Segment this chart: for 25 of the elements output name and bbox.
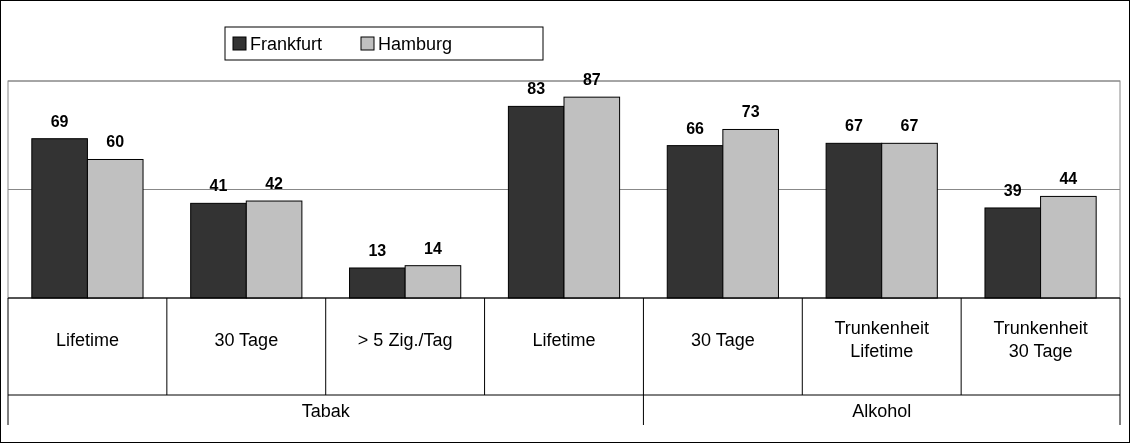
data-label: 42 <box>265 175 284 193</box>
x-tick-label: Lifetime <box>532 330 596 350</box>
data-label: 69 <box>50 112 69 130</box>
data-label: 14 <box>424 239 442 257</box>
legend-label: Frankfurt <box>250 34 323 54</box>
data-label: 83 <box>527 80 546 98</box>
data-label: 87 <box>582 71 601 89</box>
data-label: 67 <box>845 117 863 135</box>
data-label: 73 <box>741 103 760 121</box>
x-tick-label: Trunkenheit Lifetime <box>834 318 929 361</box>
x-tick-label: 30 Tage <box>690 330 755 350</box>
x-tick-label: Trunkenheit 30 Tage <box>993 318 1088 361</box>
data-label: 41 <box>209 177 228 195</box>
data-label: 60 <box>106 133 125 151</box>
x-tick-label: 30 Tage <box>214 330 279 350</box>
data-label: 44 <box>1059 170 1078 188</box>
x-tick-label: > 5 Zig./Tag <box>357 330 453 350</box>
legend-label: Hamburg <box>378 34 453 54</box>
text: Tabak <box>301 401 351 421</box>
data-label: 66 <box>686 119 705 137</box>
data-label: 13 <box>368 241 387 259</box>
data-label: 67 <box>900 117 919 135</box>
x-tick-label: Lifetime <box>55 330 119 350</box>
data-label: 39 <box>1003 181 1022 199</box>
text: Alkohol <box>852 401 912 421</box>
